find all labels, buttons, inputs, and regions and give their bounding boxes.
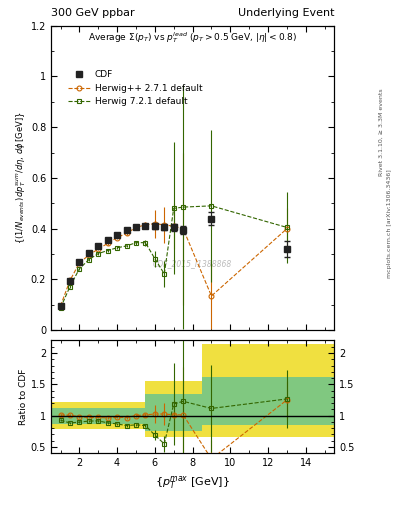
Text: 300 GeV ppbar: 300 GeV ppbar xyxy=(51,8,135,18)
Y-axis label: Ratio to CDF: Ratio to CDF xyxy=(19,369,28,425)
Text: Rivet 3.1.10, ≥ 3.3M events: Rivet 3.1.10, ≥ 3.3M events xyxy=(379,89,384,176)
Y-axis label: $\{(1/N_{events})\, dp_T^{sum}/d\eta,\, d\phi\, [\mathrm{GeV}]\}$: $\{(1/N_{events})\, dp_T^{sum}/d\eta,\, … xyxy=(15,112,28,244)
Text: Average $\Sigma(p_T)$ vs $p_T^{lead}$ ($p_T > 0.5$ GeV, $|\eta| < 0.8$): Average $\Sigma(p_T)$ vs $p_T^{lead}$ ($… xyxy=(88,30,297,45)
X-axis label: $\{p_T^{max}$ [GeV]$\}$: $\{p_T^{max}$ [GeV]$\}$ xyxy=(155,474,230,490)
Text: CDF_2015_I1388868: CDF_2015_I1388868 xyxy=(153,259,232,268)
Text: Underlying Event: Underlying Event xyxy=(237,8,334,18)
Legend: CDF, Herwig++ 2.7.1 default, Herwig 7.2.1 default: CDF, Herwig++ 2.7.1 default, Herwig 7.2.… xyxy=(64,67,206,110)
Text: mcplots.cern.ch [arXiv:1306.3436]: mcplots.cern.ch [arXiv:1306.3436] xyxy=(387,169,391,278)
